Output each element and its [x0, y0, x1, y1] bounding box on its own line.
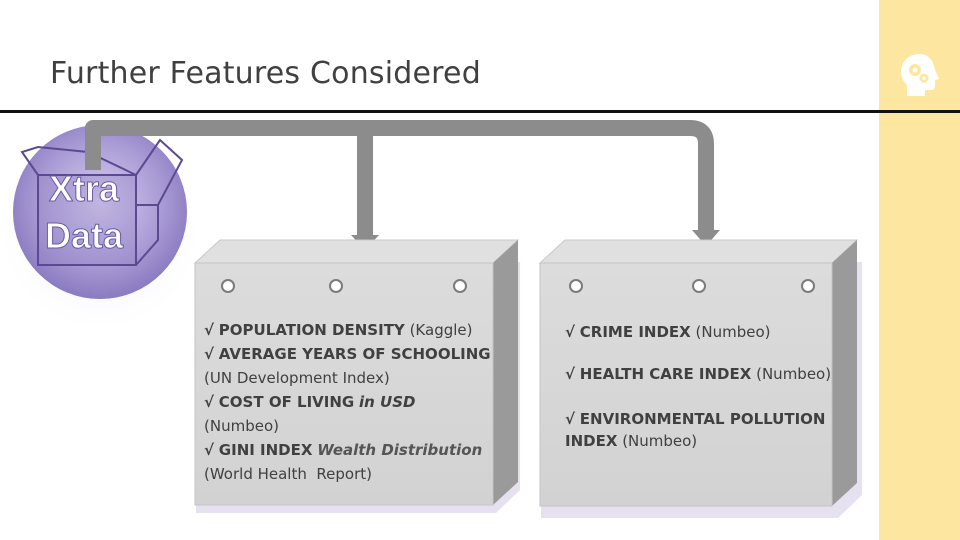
feature-source: (World Health Report)	[204, 465, 372, 483]
feature-list-2: √ CRIME INDEX (Numbeo) √ HEALTH CARE IND…	[565, 320, 831, 452]
feature-source: (Numbeo)	[756, 365, 832, 383]
check-mark: √	[565, 323, 576, 341]
list-item: √ POPULATION DENSITY (Kaggle)	[204, 318, 491, 342]
list-item-source: (World Health Report)	[204, 462, 491, 486]
check-mark: √	[565, 365, 576, 383]
feature-label: ENVIRONMENTAL POLLUTION	[579, 410, 826, 428]
check-mark: √	[204, 321, 215, 339]
connector-arrows	[85, 120, 714, 237]
feature-box-1	[193, 239, 520, 513]
feature-label: POPULATION DENSITY	[218, 321, 405, 339]
feature-list-1: √ POPULATION DENSITY (Kaggle) √ AVERAGE …	[204, 318, 491, 486]
badge-line-2: Data	[45, 215, 124, 256]
list-item-source: (Numbeo)	[204, 414, 491, 438]
feature-label: HEALTH CARE INDEX	[579, 365, 752, 383]
feature-label: GINI INDEX	[218, 441, 313, 459]
check-mark: √	[204, 441, 215, 459]
feature-source: (Numbeo)	[204, 417, 279, 435]
feature-source: (Numbeo)	[622, 432, 698, 450]
list-item: √ HEALTH CARE INDEX (Numbeo)	[565, 362, 831, 386]
list-item: √ ENVIRONMENTAL POLLUTION	[565, 408, 831, 430]
check-mark: √	[565, 410, 576, 428]
list-item: √ COST OF LIVING in USD	[204, 390, 491, 414]
title-divider	[0, 110, 960, 113]
slide-title: Further Features Considered	[50, 56, 481, 91]
head-with-gears-icon	[901, 54, 939, 96]
badge-line-1: Xtra	[49, 168, 120, 209]
list-item-continued: INDEX (Numbeo)	[565, 430, 831, 452]
feature-label: AVERAGE YEARS OF SCHOOLING	[218, 345, 491, 363]
check-mark: √	[204, 393, 215, 411]
feature-source: (Kaggle)	[409, 321, 473, 339]
feature-source: (UN Development Index)	[204, 369, 390, 387]
feature-emphasis: Wealth Distribution	[317, 441, 483, 459]
list-item: √ AVERAGE YEARS OF SCHOOLING	[204, 342, 491, 366]
open-box-icon	[20, 138, 184, 266]
list-item-source: (UN Development Index)	[204, 366, 491, 390]
list-item: √ GINI INDEX Wealth Distribution	[204, 438, 491, 462]
feature-label: CRIME INDEX	[579, 323, 691, 341]
feature-emphasis: in USD	[359, 393, 416, 411]
feature-label: COST OF LIVING	[218, 393, 355, 411]
arrow-head-right	[692, 230, 720, 246]
feature-source: (Numbeo)	[695, 323, 771, 341]
feature-box-2	[538, 239, 862, 518]
check-mark: √	[204, 345, 215, 363]
feature-label: INDEX	[565, 432, 618, 450]
list-item: √ CRIME INDEX (Numbeo)	[565, 320, 831, 344]
